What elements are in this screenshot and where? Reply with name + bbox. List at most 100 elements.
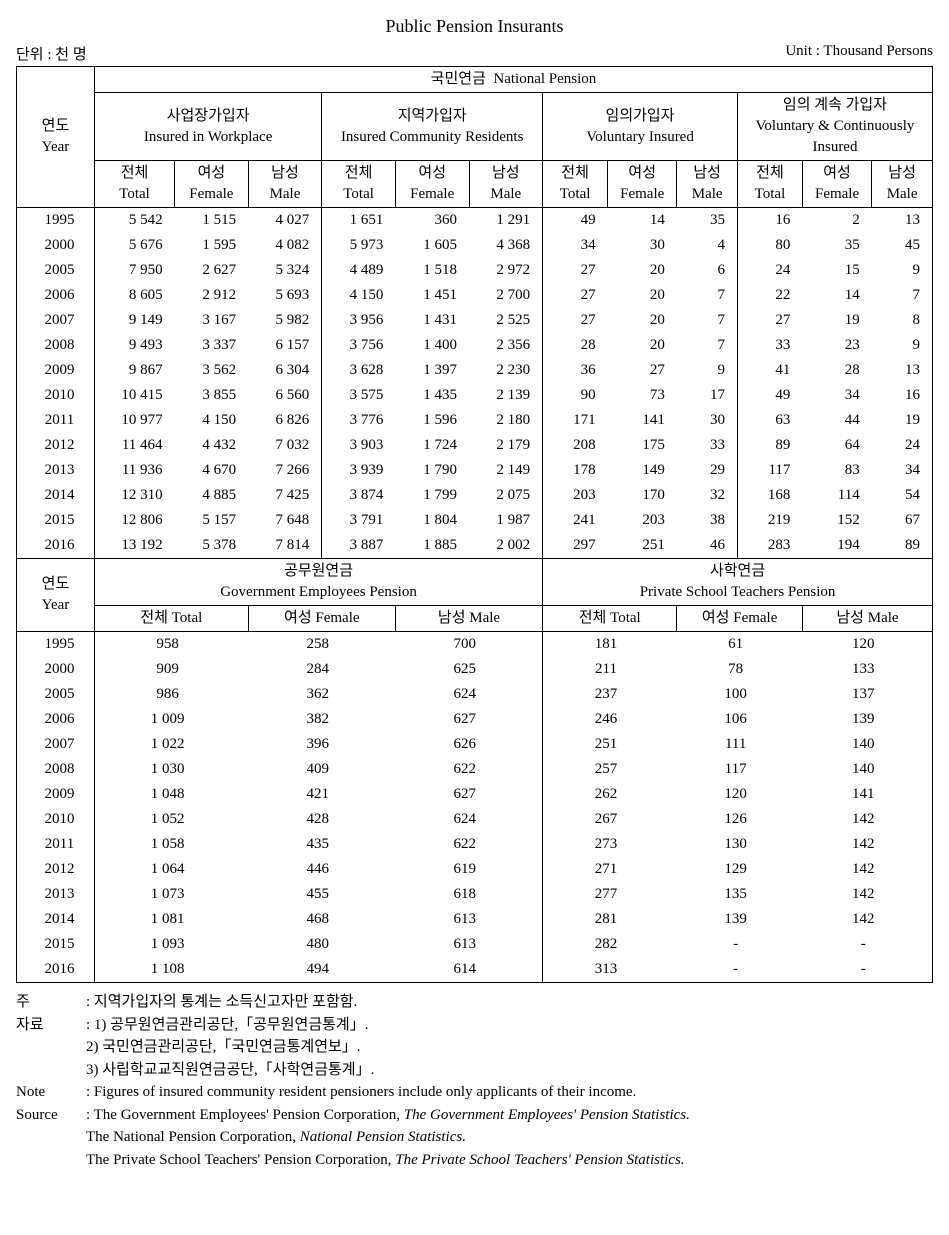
table-cell: 1 790 bbox=[395, 458, 469, 483]
table-cell: 4 670 bbox=[175, 458, 249, 483]
table-cell: 2005 bbox=[17, 682, 95, 707]
table-row: 20121 064446619271129142 bbox=[17, 857, 933, 882]
table-cell: 2 912 bbox=[175, 283, 249, 308]
table-cell: 2008 bbox=[17, 333, 95, 358]
table-cell: 28 bbox=[543, 333, 608, 358]
table-row: 20151 093480613282-- bbox=[17, 932, 933, 957]
table-cell: 61 bbox=[677, 632, 803, 658]
table-cell: - bbox=[677, 932, 803, 957]
table-row: 20089 4933 3376 1573 7561 4002 356282073… bbox=[17, 333, 933, 358]
table-cell: 3 939 bbox=[322, 458, 396, 483]
table-cell: 382 bbox=[248, 707, 395, 732]
table-cell: 2014 bbox=[17, 483, 95, 508]
table-cell: 137 bbox=[802, 682, 932, 707]
table-cell: 12 806 bbox=[94, 508, 174, 533]
table-cell: 8 bbox=[872, 308, 933, 333]
table-cell: 90 bbox=[543, 383, 608, 408]
table-cell: 5 324 bbox=[248, 258, 322, 283]
table-cell: 49 bbox=[737, 383, 802, 408]
table-cell: 6 560 bbox=[248, 383, 322, 408]
table-cell: 2016 bbox=[17, 957, 95, 983]
table-cell: 24 bbox=[737, 258, 802, 283]
table-cell: 28 bbox=[802, 358, 871, 383]
table-cell: 1995 bbox=[17, 632, 95, 658]
table-cell: 396 bbox=[248, 732, 395, 757]
header-row-2: 사업장가입자 Insured in Workplace 지역가입자 Insure… bbox=[17, 93, 933, 161]
table-cell: 4 bbox=[677, 233, 738, 258]
table-cell: 5 157 bbox=[175, 508, 249, 533]
table-cell: 6 bbox=[677, 258, 738, 283]
table-cell: 133 bbox=[802, 657, 932, 682]
table-cell: 64 bbox=[802, 433, 871, 458]
table-cell: 29 bbox=[677, 458, 738, 483]
table-cell: 208 bbox=[543, 433, 608, 458]
table-cell: 45 bbox=[872, 233, 933, 258]
table-cell: 909 bbox=[94, 657, 248, 682]
page-title: Public Pension Insurants bbox=[16, 16, 933, 37]
table-cell: 178 bbox=[543, 458, 608, 483]
table-cell: 297 bbox=[543, 533, 608, 559]
table-cell: 4 150 bbox=[175, 408, 249, 433]
table-cell: 129 bbox=[677, 857, 803, 882]
table-cell: 3 855 bbox=[175, 383, 249, 408]
table-cell: 171 bbox=[543, 408, 608, 433]
table-cell: 409 bbox=[248, 757, 395, 782]
table-cell: 624 bbox=[395, 682, 542, 707]
table-cell: 2 356 bbox=[469, 333, 543, 358]
table-row: 201010 4153 8556 5603 5751 4352 13990731… bbox=[17, 383, 933, 408]
units-row: 단위 : 천 명 Unit : Thousand Persons bbox=[16, 43, 933, 64]
col-vcf: 여성Female bbox=[802, 161, 871, 208]
table-cell: 1 596 bbox=[395, 408, 469, 433]
table-row: 20111 058435622273130142 bbox=[17, 832, 933, 857]
table-cell: 9 149 bbox=[94, 308, 174, 333]
col-year: 연도 Year bbox=[17, 67, 95, 208]
table-cell: 16 bbox=[872, 383, 933, 408]
table-cell: 625 bbox=[395, 657, 542, 682]
table-cell: 78 bbox=[677, 657, 803, 682]
table-cell: 34 bbox=[872, 458, 933, 483]
table-cell: 83 bbox=[802, 458, 871, 483]
table-cell: 140 bbox=[802, 757, 932, 782]
table-cell: 120 bbox=[802, 632, 932, 658]
table-cell: 1 030 bbox=[94, 757, 248, 782]
table-cell: 142 bbox=[802, 807, 932, 832]
table-cell: 2013 bbox=[17, 882, 95, 907]
table-cell: 277 bbox=[543, 882, 677, 907]
table-cell: 13 bbox=[872, 358, 933, 383]
table-cell: 3 562 bbox=[175, 358, 249, 383]
table-cell: 614 bbox=[395, 957, 542, 983]
note-ju-text: : 지역가입자의 통계는 소득신고자만 포함함. bbox=[86, 991, 357, 1014]
note-note-text: : Figures of insured community resident … bbox=[86, 1081, 636, 1104]
table-cell: 6 157 bbox=[248, 333, 322, 358]
table-cell: 613 bbox=[395, 907, 542, 932]
table-cell: 120 bbox=[677, 782, 803, 807]
table-cell: 14 bbox=[802, 283, 871, 308]
table-cell: 10 977 bbox=[94, 408, 174, 433]
table-cell: 1 073 bbox=[94, 882, 248, 907]
table-row: 20071 022396626251111140 bbox=[17, 732, 933, 757]
col-vm: 남성Male bbox=[677, 161, 738, 208]
table-cell: 7 bbox=[677, 283, 738, 308]
table-cell: 624 bbox=[395, 807, 542, 832]
table-cell: 271 bbox=[543, 857, 677, 882]
table-cell: 1 093 bbox=[94, 932, 248, 957]
table-cell: 619 bbox=[395, 857, 542, 882]
col-wt: 전체Total bbox=[94, 161, 174, 208]
table-cell: 20 bbox=[608, 258, 677, 283]
col-voluntary: 임의가입자 Voluntary Insured bbox=[543, 93, 738, 161]
table-cell: 5 542 bbox=[94, 208, 174, 234]
table-cell: 622 bbox=[395, 757, 542, 782]
table-cell: 2016 bbox=[17, 533, 95, 559]
table-cell: - bbox=[802, 932, 932, 957]
table-cell: 1 724 bbox=[395, 433, 469, 458]
table-cell: 2006 bbox=[17, 283, 95, 308]
table-cell: 3 791 bbox=[322, 508, 396, 533]
table-cell: 168 bbox=[737, 483, 802, 508]
table-cell: 9 493 bbox=[94, 333, 174, 358]
table-cell: 281 bbox=[543, 907, 677, 932]
table-cell: 1 885 bbox=[395, 533, 469, 559]
table-cell: 16 bbox=[737, 208, 802, 234]
table-row: 201110 9774 1506 8263 7761 5962 18017114… bbox=[17, 408, 933, 433]
table-cell: 41 bbox=[737, 358, 802, 383]
table-cell: 24 bbox=[872, 433, 933, 458]
